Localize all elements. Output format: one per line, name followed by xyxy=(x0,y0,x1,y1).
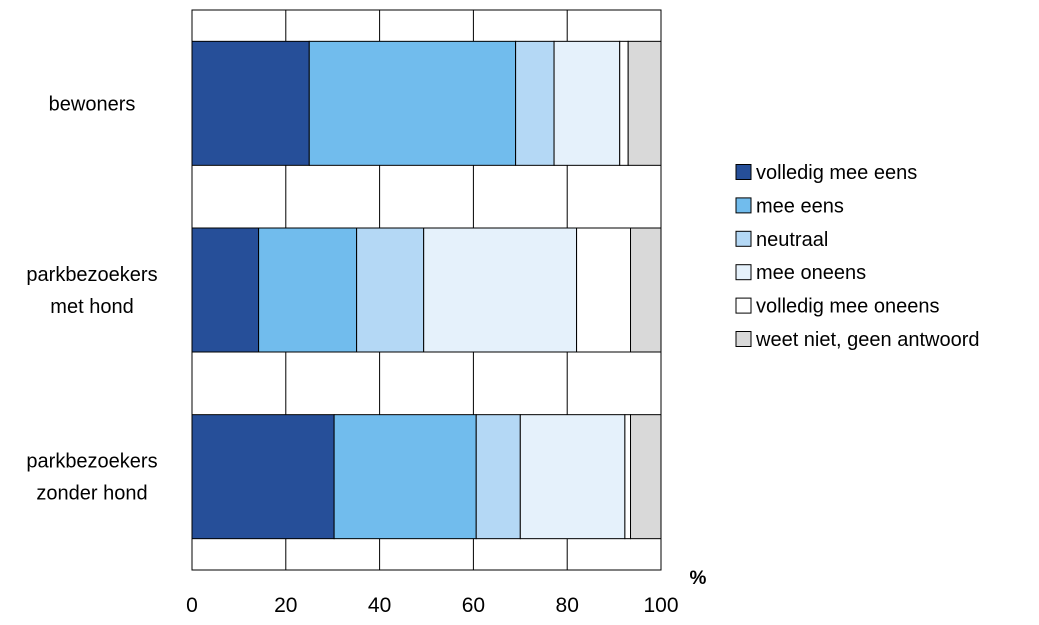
legend: volledig mee eens mee eens neutraal mee one… xyxy=(735,162,980,351)
category-label: parkbezoekers xyxy=(26,451,157,473)
bar-segment xyxy=(624,414,632,540)
category-label: met hond xyxy=(50,296,133,318)
bar-segment xyxy=(627,40,662,166)
bar-segment xyxy=(630,227,662,353)
x-tick-label: 80 xyxy=(556,594,579,617)
bar-segment xyxy=(619,40,629,166)
bar-segment xyxy=(423,227,578,353)
bar-segment xyxy=(308,40,517,166)
legend-swatch xyxy=(735,264,752,281)
bar-segment xyxy=(356,227,425,353)
legend-label: mee oneens xyxy=(756,262,866,284)
x-tick-label: 40 xyxy=(368,594,391,617)
bar-segment xyxy=(553,40,621,166)
legend-swatch xyxy=(735,197,752,214)
x-tick-label: 0 xyxy=(186,594,198,617)
x-tick-label: 60 xyxy=(462,594,485,617)
category-labels: bewoners parkbezoekers met hond parkbezoeke… xyxy=(26,93,157,504)
legend-label: weet niet, geen antwoord xyxy=(755,329,980,351)
bar-segment xyxy=(258,227,358,353)
bar-segment xyxy=(630,414,662,540)
legend-label: mee eens xyxy=(756,195,844,217)
legend-label: volledig mee oneens xyxy=(756,296,939,318)
legend-swatch xyxy=(735,331,752,347)
x-tick-label: 20 xyxy=(274,594,297,617)
legend-label: neutraal xyxy=(756,229,828,251)
category-label: zonder hond xyxy=(36,483,147,505)
bars xyxy=(191,40,662,540)
bar-segment xyxy=(191,227,260,353)
x-axis-unit-label: % xyxy=(690,568,707,589)
bar-segment xyxy=(191,414,335,540)
bar-segment xyxy=(333,414,477,540)
bar-segment xyxy=(576,227,632,353)
plot-frame xyxy=(191,9,662,571)
bar-segment xyxy=(515,40,555,166)
category-label: parkbezoekers xyxy=(26,264,157,286)
legend-swatch xyxy=(735,164,752,180)
legend-swatch xyxy=(735,297,752,314)
x-tick-labels: 0 20 40 60 80 100 xyxy=(186,594,678,617)
legend-swatch xyxy=(735,230,752,247)
x-tick-label: 100 xyxy=(643,594,678,617)
legend-label: volledig mee eens xyxy=(756,162,917,184)
bar-segment xyxy=(191,40,310,166)
bar-segment xyxy=(475,414,521,540)
bar-segment xyxy=(519,414,626,540)
category-label: bewoners xyxy=(49,93,136,115)
